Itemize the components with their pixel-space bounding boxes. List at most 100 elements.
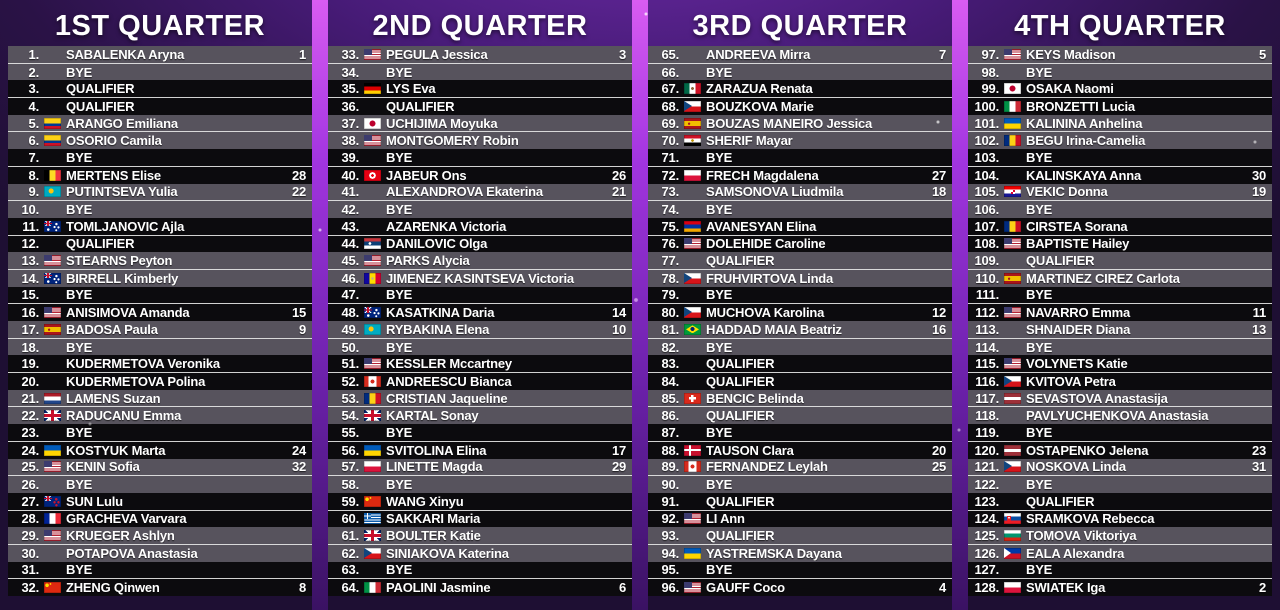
flag-icon-none — [44, 83, 61, 94]
player-name: BYE — [1026, 64, 1053, 80]
draw-row: 63. BYE — [328, 562, 632, 580]
flag-icon-ro — [1004, 135, 1021, 147]
row-position: 82. — [661, 339, 680, 355]
seed-number: 16 — [931, 321, 946, 337]
row-position: 28. — [21, 511, 40, 527]
row-position: 54. — [341, 408, 360, 424]
row-position: 24. — [21, 442, 40, 458]
player-name: SHNAIDER Diana — [1026, 321, 1131, 337]
player-name: FRUHVIRTOVA Linda — [706, 270, 834, 286]
match-pair: 111. BYE 112. NAVARRO Emma 11 — [968, 286, 1272, 321]
draw-row: 95. BYE — [648, 562, 952, 580]
row-position: 37. — [341, 115, 360, 131]
flag-icon-kz — [44, 186, 61, 198]
draw-row: 27. SUN Lulu — [8, 493, 312, 511]
match-pair: 95. BYE 96. GAUFF Coco 4 — [648, 561, 952, 596]
flag-icon-none — [364, 101, 381, 112]
row-position: 11. — [22, 218, 39, 234]
player-name: QUALIFIER — [706, 528, 775, 544]
row-position: 60. — [341, 511, 360, 527]
row-position: 34. — [341, 64, 360, 80]
draw-row: 32. ZHENG Qinwen 8 — [8, 579, 312, 596]
row-position: 12. — [21, 236, 40, 252]
player-name: BYE — [66, 64, 93, 80]
flag-icon-none — [1004, 342, 1021, 353]
player-name: BYE — [66, 149, 93, 165]
draw-row: 60. SAKKARI Maria — [328, 511, 632, 528]
player-name: AZARENKA Victoria — [386, 218, 507, 234]
row-position: 33. — [341, 46, 360, 62]
quarter-rows: 33. PEGULA Jessica 3 34. BYE 35. LYS Eva… — [328, 46, 632, 596]
match-pair: 23. BYE 24. KOSTYUK Marta 24 — [8, 424, 312, 459]
flag-icon-none — [364, 479, 381, 490]
flag-icon-ua — [684, 547, 701, 559]
draw-row: 12. QUALIFIER — [8, 236, 312, 253]
player-name: QUALIFIER — [706, 253, 775, 269]
row-position: 110. — [975, 270, 999, 286]
row-position: 5. — [28, 115, 40, 131]
row-position: 14. — [21, 270, 40, 286]
quarter-rows: 65. ANDREEVA Mirra 7 66. BYE 67. ZARAZUA… — [648, 46, 952, 596]
player-name: SHERIF Mayar — [706, 133, 793, 149]
flag-icon-lv — [1004, 392, 1021, 404]
row-position: 62. — [341, 545, 360, 561]
seed-number: 32 — [291, 459, 306, 475]
player-name: JABEUR Ons — [386, 167, 467, 183]
flag-icon-au — [364, 307, 381, 319]
flag-icon-jp — [364, 117, 381, 129]
flag-icon-ch — [684, 392, 701, 404]
draw-row: 38. MONTGOMERY Robin — [328, 132, 632, 149]
row-position: 6. — [28, 133, 40, 149]
draw-row: 19. KUDERMETOVA Veronika — [8, 355, 312, 374]
flag-icon-none — [44, 67, 61, 78]
player-name: BYE — [706, 477, 733, 493]
seed-number: 9 — [298, 321, 306, 337]
row-position: 63. — [341, 562, 360, 578]
draw-row: 128. SWIATEK Iga 2 — [968, 579, 1272, 596]
row-position: 126. — [974, 545, 999, 561]
player-name: BYE — [706, 202, 733, 218]
player-name: BYE — [1026, 202, 1053, 218]
row-position: 55. — [341, 424, 360, 440]
draw-row: 67. ZARAZUA Renata — [648, 80, 952, 99]
row-position: 84. — [661, 373, 680, 389]
draw-row: 18. BYE — [8, 339, 312, 356]
row-position: 65. — [661, 46, 680, 62]
flag-icon-kz — [364, 323, 381, 335]
row-position: 127. — [974, 562, 999, 578]
row-position: 106. — [974, 202, 999, 218]
flag-icon-co — [44, 135, 61, 147]
row-position: 58. — [341, 477, 360, 493]
seed-number: 24 — [291, 442, 306, 458]
row-position: 120. — [974, 442, 999, 458]
flag-icon-lv — [1004, 444, 1021, 456]
row-position: 68. — [661, 98, 680, 114]
flag-icon-none — [44, 101, 61, 112]
draw-row: 49. RYBAKINA Elena 10 — [328, 321, 632, 339]
player-name: BYE — [1026, 477, 1053, 493]
draw-row: 79. BYE — [648, 287, 952, 305]
row-position: 88. — [661, 442, 680, 458]
player-name: BYE — [386, 562, 413, 578]
draw-row: 52. ANDREESCU Bianca — [328, 373, 632, 390]
player-name: SVITOLINA Elina — [386, 442, 487, 458]
player-name: KUDERMETOVA Veronika — [66, 356, 220, 372]
player-name: BYE — [66, 562, 93, 578]
draw-row: 31. BYE — [8, 562, 312, 580]
player-name: SEVASTOVA Anastasija — [1026, 390, 1168, 406]
player-name: SWIATEK Iga — [1026, 580, 1106, 596]
flag-icon-es — [684, 117, 701, 129]
seed-number: 18 — [931, 184, 946, 200]
draw-row: 119. BYE — [968, 424, 1272, 442]
row-position: 49. — [341, 321, 360, 337]
match-pair: 55. BYE 56. SVITOLINA Elina 17 — [328, 424, 632, 459]
draw-row: 24. KOSTYUK Marta 24 — [8, 442, 312, 459]
match-pair: 47. BYE 48. KASATKINA Daria 14 — [328, 286, 632, 321]
flag-icon-us — [1004, 307, 1021, 319]
player-name: SABALENKA Aryna — [66, 46, 185, 62]
player-name: KEYS Madison — [1026, 46, 1116, 62]
row-position: 77. — [661, 253, 680, 269]
flag-icon-pl — [684, 169, 701, 181]
draw-row: 110. MARTINEZ CIREZ Carlota — [968, 270, 1272, 287]
player-name: ALEXANDROVA Ekaterina — [386, 184, 543, 200]
